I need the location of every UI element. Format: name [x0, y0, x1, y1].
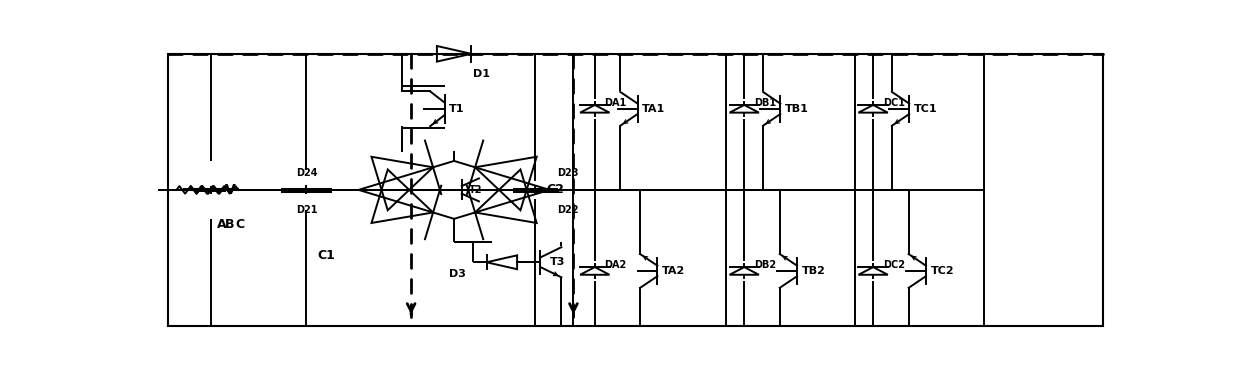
Text: D21: D21 [296, 205, 317, 215]
Text: T1: T1 [449, 104, 465, 114]
Text: C1: C1 [317, 249, 336, 262]
Text: TC1: TC1 [914, 104, 937, 114]
Text: D1: D1 [474, 69, 490, 79]
Text: C: C [236, 218, 244, 231]
Text: TC2: TC2 [931, 266, 955, 276]
Text: D3: D3 [449, 269, 466, 279]
Text: DA2: DA2 [604, 260, 626, 270]
Text: DB1: DB1 [754, 98, 776, 108]
Text: DC1: DC1 [883, 98, 905, 108]
Text: DC2: DC2 [883, 260, 905, 270]
Text: TA2: TA2 [662, 266, 686, 276]
Text: T2: T2 [469, 185, 482, 195]
Text: D22: D22 [557, 205, 579, 215]
Text: TB1: TB1 [785, 104, 808, 114]
Text: TB2: TB2 [802, 266, 826, 276]
Text: D24: D24 [296, 168, 317, 177]
Text: DA1: DA1 [604, 98, 626, 108]
Text: DB2: DB2 [754, 260, 776, 270]
Text: C2: C2 [547, 183, 564, 196]
Text: V: V [224, 183, 236, 197]
Text: T3: T3 [549, 257, 565, 267]
Text: A: A [217, 218, 227, 231]
Text: TA1: TA1 [642, 104, 666, 114]
Text: D23: D23 [557, 168, 579, 177]
Text: B: B [224, 218, 234, 231]
